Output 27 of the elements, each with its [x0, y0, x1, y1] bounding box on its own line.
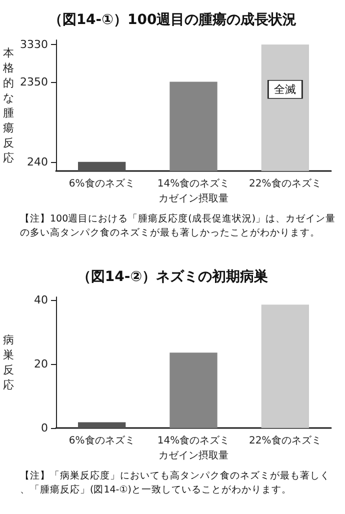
bar	[261, 304, 309, 428]
bar	[261, 44, 309, 171]
bar	[170, 352, 218, 428]
y-tick-label: 2350	[20, 75, 48, 88]
annotation: 全滅	[274, 82, 296, 96]
y-tick-label: 20	[34, 358, 48, 371]
bar	[78, 162, 126, 171]
bar	[170, 82, 218, 171]
chart-title: （図14-①）100週目の腫瘍の成長状況	[48, 11, 297, 28]
y-tick-label: 0	[41, 422, 48, 434]
x-tick-label: 22%食のネズミ	[249, 434, 322, 446]
x-tick-label: 6%食のネズミ	[68, 178, 135, 190]
x-axis-title: カゼイン摂取量	[158, 449, 228, 462]
y-tick-label: 40	[34, 294, 48, 307]
chart-title: （図14-②）ネズミの初期病巣	[76, 268, 268, 285]
y-tick-label: 3330	[20, 38, 48, 52]
x-tick-label: 14%食のネズミ	[157, 178, 230, 190]
x-tick-label: 22%食のネズミ	[249, 178, 322, 190]
x-tick-label: 6%食のネズミ	[68, 434, 135, 446]
text: 【注】「病巣反応度」においても高タンパク食のネズミが最も著しく、「腫瘍反応」(図14-①)と一致していることがわかります。	[20, 470, 330, 496]
text: 【注】100週目における「腫瘍反応度(成長促進状況)」は、カゼイン量の多い高タンパク食のネズミが最も著しかったことがわかります。	[20, 212, 336, 238]
x-tick-label: 14%食のネズミ	[157, 434, 230, 446]
bar	[78, 422, 126, 428]
y-axis-title: 病巣反応	[3, 334, 14, 392]
y-tick-label: 240	[27, 155, 48, 168]
y-axis-title: 本格的な腫瘍反応	[2, 46, 14, 164]
x-axis-title: カゼイン摂取量	[158, 192, 228, 204]
